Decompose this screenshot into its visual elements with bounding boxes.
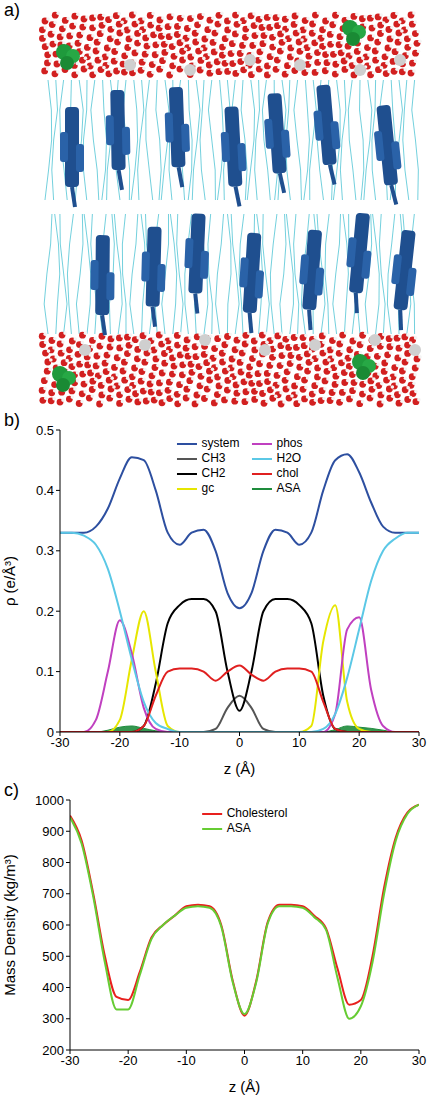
svg-text:0.1: 0.1	[36, 664, 54, 679]
html-text:chol: chol	[276, 466, 299, 480]
html-text:H2O: H2O	[276, 451, 302, 465]
svg-text:400: 400	[42, 980, 64, 995]
svg-text:0.3: 0.3	[36, 543, 54, 558]
svg-text:30: 30	[412, 1053, 426, 1068]
html-text:gc: gc	[201, 481, 215, 495]
svg-text:700: 700	[42, 886, 64, 901]
html-text:a): a)	[4, 0, 20, 20]
svg-text:30: 30	[412, 735, 426, 750]
svg-text:ρ (e/Å³): ρ (e/Å³)	[1, 556, 18, 606]
svg-text:-30: -30	[60, 1053, 80, 1069]
svg-text:600: 600	[42, 918, 64, 933]
svg-text:0.2: 0.2	[36, 604, 54, 619]
svg-text:-20: -20	[119, 1053, 138, 1068]
svg-text:0.4: 0.4	[36, 483, 54, 498]
svg-text:300: 300	[42, 1011, 64, 1026]
svg-text:Mass Density (kg/m³): Mass Density (kg/m³)	[1, 854, 18, 996]
html-text:CH2: CH2	[201, 466, 226, 480]
svg-text:10: 10	[292, 735, 306, 750]
svg-text:0: 0	[241, 1053, 248, 1068]
html-text:Cholesterol: Cholesterol	[226, 806, 288, 820]
html-text:b): b)	[4, 410, 20, 430]
html-text:phos: phos	[276, 436, 303, 450]
svg-text:z (Å): z (Å)	[229, 1078, 261, 1095]
html-text:CH3: CH3	[201, 451, 226, 465]
html-text:system: system	[201, 436, 240, 450]
svg-text:10: 10	[295, 1053, 309, 1068]
svg-text:-30: -30	[50, 735, 70, 751]
svg-text:900: 900	[42, 824, 64, 839]
html-text:ASA: ASA	[226, 821, 251, 835]
svg-text:0: 0	[47, 725, 54, 740]
svg-text:1000: 1000	[35, 793, 64, 808]
html-text:c): c)	[4, 780, 19, 800]
svg-text:500: 500	[42, 949, 64, 964]
svg-text:z (Å): z (Å)	[224, 760, 256, 777]
svg-text:0.5: 0.5	[36, 423, 54, 438]
svg-text:-10: -10	[177, 1053, 196, 1068]
svg-text:0: 0	[236, 735, 243, 750]
svg-text:800: 800	[42, 855, 64, 870]
html-text:ASA: ASA	[276, 481, 301, 495]
svg-text:20: 20	[352, 735, 366, 750]
svg-text:20: 20	[354, 1053, 368, 1068]
svg-text:-20: -20	[110, 735, 129, 750]
svg-text:200: 200	[42, 1043, 64, 1058]
svg-text:-10: -10	[170, 735, 189, 750]
